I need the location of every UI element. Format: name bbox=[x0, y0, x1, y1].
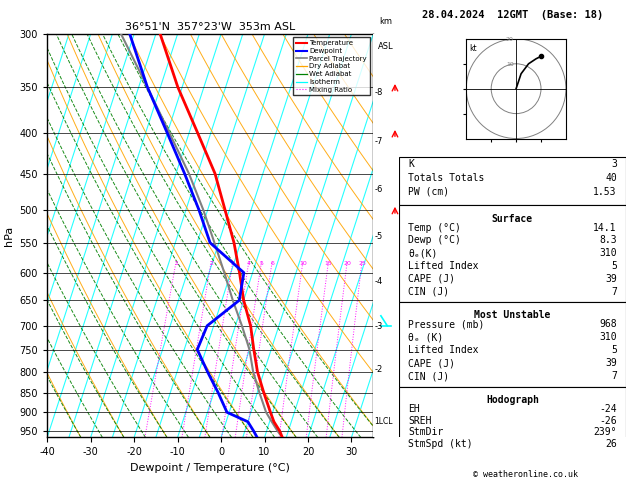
Text: CAPE (J): CAPE (J) bbox=[408, 358, 455, 368]
Text: km: km bbox=[379, 17, 392, 26]
Text: 39: 39 bbox=[605, 274, 617, 284]
Text: ASL: ASL bbox=[378, 42, 394, 51]
Text: 1LCL: 1LCL bbox=[374, 417, 393, 426]
Text: -24: -24 bbox=[599, 404, 617, 414]
Text: Mixing Ratio (g/kg): Mixing Ratio (g/kg) bbox=[418, 196, 426, 276]
Text: Surface: Surface bbox=[492, 213, 533, 224]
Text: 5: 5 bbox=[611, 345, 617, 355]
Text: 40: 40 bbox=[605, 173, 617, 183]
Text: 3: 3 bbox=[231, 261, 235, 266]
Text: 3: 3 bbox=[611, 159, 617, 169]
Text: CAPE (J): CAPE (J) bbox=[408, 274, 455, 284]
Text: PW (cm): PW (cm) bbox=[408, 187, 449, 197]
Text: -6: -6 bbox=[374, 185, 383, 194]
FancyBboxPatch shape bbox=[399, 157, 626, 206]
Legend: Temperature, Dewpoint, Parcel Trajectory, Dry Adiabat, Wet Adiabat, Isotherm, Mi: Temperature, Dewpoint, Parcel Trajectory… bbox=[293, 37, 370, 95]
Text: 25: 25 bbox=[358, 261, 366, 266]
Text: 39: 39 bbox=[605, 358, 617, 368]
Title: 36°51'N  357°23'W  353m ASL: 36°51'N 357°23'W 353m ASL bbox=[125, 22, 295, 32]
Text: 10: 10 bbox=[506, 62, 514, 67]
Text: 14.1: 14.1 bbox=[593, 223, 617, 233]
Text: 6: 6 bbox=[270, 261, 274, 266]
Text: CIN (J): CIN (J) bbox=[408, 371, 449, 381]
Text: 310: 310 bbox=[599, 248, 617, 258]
Text: SREH: SREH bbox=[408, 416, 431, 426]
Text: -26: -26 bbox=[599, 416, 617, 426]
Text: Totals Totals: Totals Totals bbox=[408, 173, 484, 183]
Text: Lifted Index: Lifted Index bbox=[408, 345, 479, 355]
Text: Temp (°C): Temp (°C) bbox=[408, 223, 461, 233]
Text: 20: 20 bbox=[343, 261, 351, 266]
X-axis label: Dewpoint / Temperature (°C): Dewpoint / Temperature (°C) bbox=[130, 463, 290, 473]
Text: 15: 15 bbox=[325, 261, 332, 266]
Text: Most Unstable: Most Unstable bbox=[474, 311, 550, 320]
Text: -7: -7 bbox=[374, 137, 383, 146]
FancyBboxPatch shape bbox=[399, 387, 626, 453]
Text: 310: 310 bbox=[599, 332, 617, 342]
Text: 20: 20 bbox=[506, 37, 514, 42]
Text: 239°: 239° bbox=[593, 427, 617, 437]
Text: 5: 5 bbox=[611, 261, 617, 271]
Text: EH: EH bbox=[408, 404, 420, 414]
Text: Pressure (mb): Pressure (mb) bbox=[408, 319, 484, 330]
Text: θₑ(K): θₑ(K) bbox=[408, 248, 437, 258]
Text: 4: 4 bbox=[247, 261, 251, 266]
Text: 7: 7 bbox=[611, 287, 617, 296]
Text: StmDir: StmDir bbox=[408, 427, 443, 437]
Text: -2: -2 bbox=[374, 365, 382, 374]
Text: Hodograph: Hodograph bbox=[486, 395, 539, 405]
Text: 1.53: 1.53 bbox=[593, 187, 617, 197]
Text: Dewp (°C): Dewp (°C) bbox=[408, 235, 461, 245]
Text: 26: 26 bbox=[605, 439, 617, 449]
Y-axis label: hPa: hPa bbox=[4, 226, 14, 246]
Text: 28.04.2024  12GMT  (Base: 18): 28.04.2024 12GMT (Base: 18) bbox=[421, 10, 603, 20]
Text: CIN (J): CIN (J) bbox=[408, 287, 449, 296]
Text: 8.3: 8.3 bbox=[599, 235, 617, 245]
Text: 2: 2 bbox=[209, 261, 213, 266]
Text: 968: 968 bbox=[599, 319, 617, 330]
Text: 1: 1 bbox=[174, 261, 178, 266]
Text: 10: 10 bbox=[299, 261, 307, 266]
Text: K: K bbox=[408, 159, 414, 169]
Text: -4: -4 bbox=[374, 277, 382, 286]
Text: -5: -5 bbox=[374, 232, 382, 241]
Text: θₑ (K): θₑ (K) bbox=[408, 332, 443, 342]
Text: -3: -3 bbox=[374, 322, 383, 330]
Text: -8: -8 bbox=[374, 87, 383, 97]
Text: © weatheronline.co.uk: © weatheronline.co.uk bbox=[473, 469, 577, 479]
Text: kt: kt bbox=[469, 44, 476, 53]
Text: StmSpd (kt): StmSpd (kt) bbox=[408, 439, 472, 449]
FancyBboxPatch shape bbox=[399, 302, 626, 387]
FancyBboxPatch shape bbox=[399, 206, 626, 302]
Text: 5: 5 bbox=[260, 261, 264, 266]
Text: Lifted Index: Lifted Index bbox=[408, 261, 479, 271]
Text: 7: 7 bbox=[611, 371, 617, 381]
